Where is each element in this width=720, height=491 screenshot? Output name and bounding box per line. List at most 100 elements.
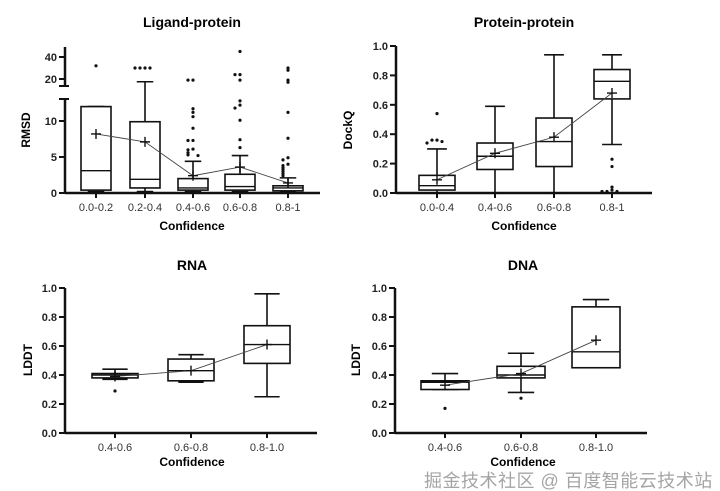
mean-marker <box>262 339 272 350</box>
outlier-point <box>286 156 290 160</box>
mean-marker <box>549 132 559 143</box>
box-0.8-1 <box>593 54 631 194</box>
outlier-point <box>425 141 429 145</box>
box-0.4-0.6 <box>177 78 209 193</box>
y-tick-label: 20 <box>45 74 57 86</box>
outlier-point <box>191 115 195 119</box>
outlier-point <box>435 138 439 142</box>
box-iqr <box>535 117 573 168</box>
y-tick-label: 0.8 <box>42 312 57 324</box>
y-tick-label: 1.0 <box>42 283 57 295</box>
chart-title: Ligand-protein <box>143 14 241 30</box>
outlier-point <box>430 138 434 142</box>
mean-marker <box>516 368 526 379</box>
y-tick-label: 0.4 <box>373 129 389 141</box>
y-tick-label: 5 <box>51 152 57 164</box>
outlier-point <box>191 107 195 111</box>
box-0.6-0.8 <box>224 49 256 193</box>
chart-title: DNA <box>508 257 538 273</box>
x-tick-label: 0.8-1.0 <box>250 442 284 454</box>
outlier-point <box>238 103 242 107</box>
x-axis-label: Confidence <box>490 455 556 469</box>
panel-protein-protein: Protein-protein Confidence DockQ 0.0 0.2 0.4 0… <box>341 14 652 233</box>
y-tick-label: 0.8 <box>372 312 387 324</box>
outlier-point <box>238 73 242 77</box>
outlier-point <box>133 66 137 70</box>
outlier-point <box>238 99 242 103</box>
outlier-point <box>286 162 290 166</box>
outlier-point <box>435 112 439 116</box>
y-tick-label: 0 <box>51 188 57 200</box>
outlier-point <box>233 73 237 77</box>
y-tick-label: 0.8 <box>373 70 388 82</box>
outlier-point <box>196 153 200 158</box>
mean-marker <box>186 365 196 376</box>
outlier-point <box>143 66 147 70</box>
y-axis-label: LDDT <box>21 343 35 376</box>
mean-marker <box>440 380 450 391</box>
x-tick-label: 0.0-0.4 <box>420 202 454 214</box>
chart-title: Protein-protein <box>474 14 574 30</box>
mean-marker <box>110 371 120 382</box>
y-axis-label: RMSD <box>19 112 33 148</box>
outlier-point <box>615 189 619 194</box>
box-0.8-1 <box>272 66 304 194</box>
mean-marker <box>591 335 601 346</box>
y-axis-label: LDDT <box>349 343 363 376</box>
y-tick-label: 0.0 <box>42 428 57 440</box>
box-iqr <box>129 120 161 189</box>
y-tick-label: 40 <box>45 52 57 64</box>
mean-marker <box>91 128 101 139</box>
outlier-point <box>148 66 152 70</box>
outlier-point <box>186 78 190 82</box>
y-tick-label: 0.4 <box>372 370 388 382</box>
outlier-point <box>286 78 290 82</box>
outlier-point <box>238 78 242 82</box>
outlier-point <box>610 157 614 161</box>
mean-marker <box>607 88 617 99</box>
outlier-point <box>286 66 290 70</box>
outlier-point <box>610 185 614 189</box>
chart-title: RNA <box>177 257 207 273</box>
y-tick-label: 0.2 <box>42 399 57 411</box>
mean-marker <box>490 148 500 159</box>
x-tick-label: 0.8-1 <box>275 202 300 214</box>
x-axis-label: Confidence <box>159 455 225 469</box>
y-tick-label: 1.0 <box>373 41 388 53</box>
x-tick-label: 0.6-0.8 <box>223 202 257 214</box>
x-tick-label: 0.6-0.8 <box>504 442 538 454</box>
box-0.4-0.6 <box>420 372 470 410</box>
mean-trend-line <box>436 92 613 181</box>
outlier-point <box>286 80 290 84</box>
watermark: 掘金技术社区 @ 百度智能云技术站 <box>424 471 713 491</box>
outlier-point <box>233 106 237 110</box>
y-tick-label: 0.0 <box>373 188 388 200</box>
box-iqr <box>224 173 256 191</box>
x-tick-label: 0.4-0.6 <box>428 442 462 454</box>
panel-dna: DNA Confidence LDDT 0.0 0.2 0.4 0.6 0.8 1.0 0.4-0… <box>349 257 647 469</box>
outlier-point <box>600 189 604 194</box>
outlier-point <box>610 164 614 169</box>
x-tick-label: 0.8-1.0 <box>579 442 613 454</box>
box-0.2-0.4 <box>129 66 161 193</box>
x-tick-label: 0.4-0.6 <box>478 202 512 214</box>
outlier-point <box>191 78 195 82</box>
outlier-point <box>519 396 523 400</box>
x-tick-label: 0.6-0.8 <box>174 442 208 454</box>
box-iqr <box>80 105 112 191</box>
mean-marker <box>432 174 442 185</box>
mean-marker <box>283 177 293 188</box>
outlier-point <box>443 406 447 410</box>
y-axis-label: DockQ <box>341 111 355 150</box>
outlier-point <box>281 174 285 178</box>
y-tick-label: 0.4 <box>42 370 58 382</box>
outlier-point <box>238 118 242 122</box>
y-tick-label: 0.0 <box>372 428 387 440</box>
outlier-point <box>186 148 190 152</box>
x-tick-label: 0.6-0.8 <box>537 202 571 214</box>
x-axis-label: Confidence <box>491 219 557 233</box>
outlier-point <box>238 138 242 142</box>
y-tick-label: 0.2 <box>373 159 388 171</box>
